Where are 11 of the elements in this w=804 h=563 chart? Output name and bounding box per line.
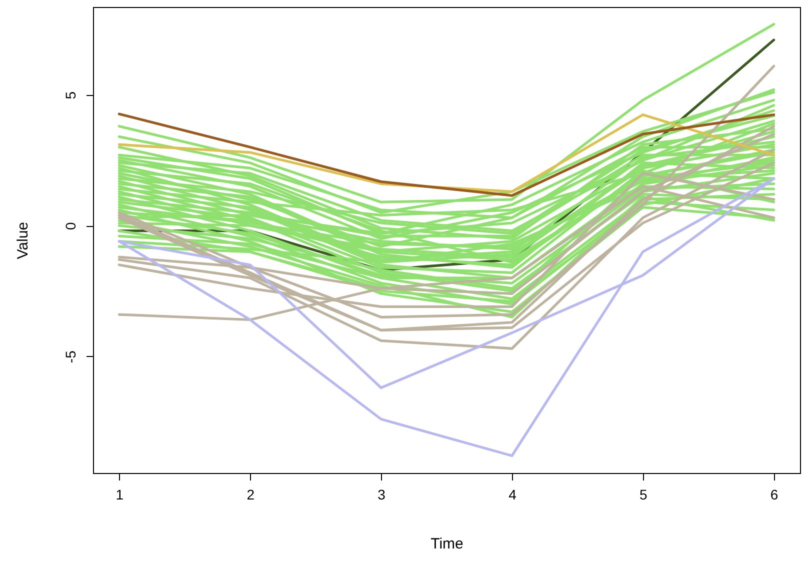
x-tick-label: 4 — [508, 486, 517, 502]
x-tick-label: 1 — [116, 486, 124, 502]
x-tick-label: 3 — [378, 486, 386, 502]
y-axis-title: Value — [14, 222, 32, 260]
x-axis-title: Time — [430, 536, 464, 552]
y-tick-label: 0 — [62, 222, 78, 230]
y-tick-label: -5 — [62, 350, 78, 364]
x-tick-label: 6 — [770, 486, 778, 502]
y-tick-label: 5 — [62, 91, 78, 100]
x-tick-label: 5 — [639, 486, 648, 502]
x-tick-label: 2 — [246, 486, 255, 502]
